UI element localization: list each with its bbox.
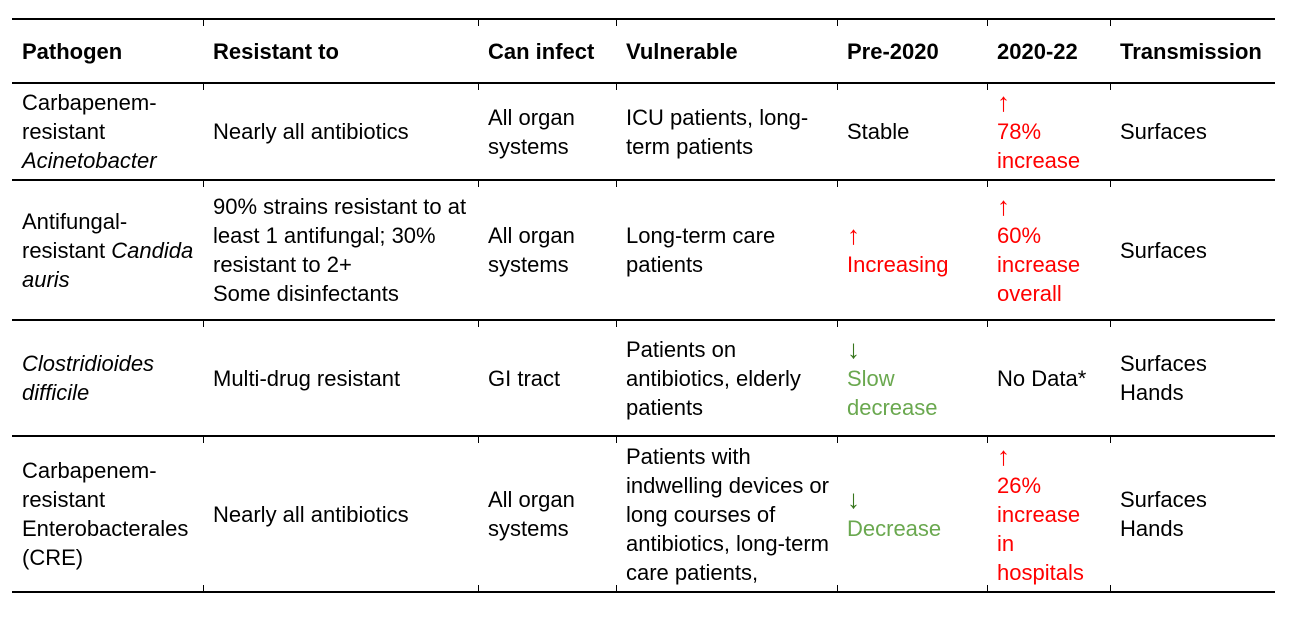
cell-pre-2020: ↓ Decrease [837, 435, 987, 593]
cell-pre-2020: Stable [837, 82, 987, 179]
cell-pre-2020: ↓ Slow decrease [837, 319, 987, 435]
trend-text: 26% increase in hospitals [997, 472, 1084, 585]
pathogen-name-italic: Candida auris [22, 237, 194, 292]
table-row: Antifungal-resistant Candida auris 90% st… [12, 179, 1275, 319]
cell-resistant-to: Nearly all antibiotics [203, 82, 478, 179]
trend-text: No Data* [997, 365, 1087, 391]
pathogen-name-italic: Acinetobacter [22, 148, 157, 173]
up-arrow-icon: ↑ [997, 191, 1010, 221]
cell-y2020-22: ↑ 60% increase overall [987, 179, 1110, 319]
cell-pathogen: Carbapenem-resistant Acinetobacter [12, 82, 203, 179]
cell-transmission: Surfaces [1110, 82, 1275, 179]
header-row: Pathogen Resistant to Can infect Vulnera… [12, 18, 1275, 82]
cell-vulnerable: Patients on antibiotics, elderly patient… [616, 319, 837, 435]
cell-resistant-to: 90% strains resistant to at least 1 anti… [203, 179, 478, 319]
column-header-resistant-to: Resistant to [203, 18, 478, 82]
cell-y2020-22: ↑ 78% increase [987, 82, 1110, 179]
cell-y2020-22: No Data* [987, 319, 1110, 435]
cell-y2020-22: ↑ 26% increase in hospitals [987, 435, 1110, 593]
page: Pathogen Resistant to Can infect Vulnera… [0, 18, 1292, 638]
column-header-2020-22: 2020-22 [987, 18, 1110, 82]
cell-pathogen: Clostridioides difficile [12, 319, 203, 435]
column-header-can-infect: Can infect [478, 18, 616, 82]
column-header-pre-2020: Pre-2020 [837, 18, 987, 82]
pathogen-name-text: Antifungal-resistant [22, 208, 128, 263]
cell-pre-2020: ↑ Increasing [837, 179, 987, 319]
pathogen-name-text: Carbapenem-resistant Enterobacterales (C… [22, 458, 189, 570]
pathogen-name-italic: Clostridioides difficile [22, 351, 155, 405]
cell-can-infect: All organ systems [478, 179, 616, 319]
pathogen-name-text: Carbapenem-resistant [22, 90, 157, 144]
table-row: Carbapenem-resistant Enterobacterales (C… [12, 435, 1275, 593]
cell-vulnerable: Patients with indwelling devices or long… [616, 435, 837, 593]
up-arrow-icon: ↑ [847, 220, 860, 250]
down-arrow-icon: ↓ [847, 484, 860, 514]
column-header-vulnerable: Vulnerable [616, 18, 837, 82]
cell-vulnerable: ICU patients, long-term patients [616, 82, 837, 179]
table-body: Carbapenem-resistant Acinetobacter Nearly… [12, 82, 1275, 593]
cell-pathogen: Antifungal-resistant Candida auris [12, 179, 203, 319]
cell-resistant-to: Multi-drug resistant [203, 319, 478, 435]
cell-can-infect: All organ systems [478, 82, 616, 179]
pathogen-resistance-table: Pathogen Resistant to Can infect Vulnera… [12, 18, 1275, 593]
table-row: Clostridioides difficile Multi-drug resis… [12, 319, 1275, 435]
cell-vulnerable: Long-term care patients [616, 179, 837, 319]
trend-text: Decrease [847, 516, 942, 541]
cell-can-infect: All organ systems [478, 435, 616, 593]
cell-transmission: Surfaces Hands [1110, 319, 1275, 435]
column-header-pathogen: Pathogen [12, 18, 203, 82]
cell-resistant-to: Nearly all antibiotics [203, 435, 478, 593]
cell-pathogen: Carbapenem-resistant Enterobacterales (C… [12, 435, 203, 593]
cell-can-infect: GI tract [478, 319, 616, 435]
trend-text: 60% increase overall [997, 223, 1081, 306]
down-arrow-icon: ↓ [847, 333, 860, 364]
up-arrow-icon: ↑ [997, 87, 1010, 117]
table-row: Carbapenem-resistant Acinetobacter Nearly… [12, 82, 1275, 179]
trend-text: Stable [847, 119, 910, 144]
column-header-transmission: Transmission [1110, 18, 1275, 82]
cell-transmission: Surfaces Hands [1110, 435, 1275, 593]
trend-text: 78% increase [997, 119, 1081, 173]
trend-text: Slow decrease [847, 365, 938, 420]
trend-text: Increasing [847, 252, 949, 277]
cell-transmission: Surfaces [1110, 179, 1275, 319]
up-arrow-icon: ↑ [997, 440, 1010, 471]
